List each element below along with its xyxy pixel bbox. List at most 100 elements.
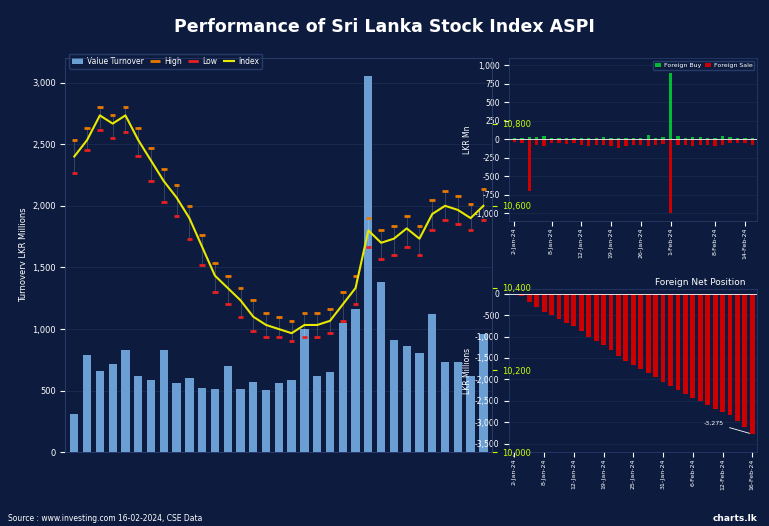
- Y-axis label: LKR Millions: LKR Millions: [463, 348, 472, 394]
- Bar: [609, 138, 613, 139]
- Bar: [535, 139, 538, 145]
- Bar: [520, 138, 524, 139]
- Text: Foreign Net Position: Foreign Net Position: [654, 278, 745, 287]
- Bar: [697, 294, 703, 401]
- Bar: [580, 139, 583, 145]
- Bar: [571, 294, 576, 326]
- Bar: [564, 139, 568, 144]
- Bar: [564, 294, 569, 323]
- Bar: [70, 414, 78, 452]
- Bar: [454, 362, 462, 452]
- Text: Performance of Sri Lanka Stock Index ASPI: Performance of Sri Lanka Stock Index ASP…: [174, 18, 595, 36]
- Bar: [736, 137, 739, 139]
- Bar: [654, 139, 657, 145]
- Bar: [639, 139, 642, 145]
- Bar: [617, 138, 620, 139]
- Bar: [609, 139, 613, 146]
- Bar: [714, 139, 717, 146]
- Bar: [390, 340, 398, 452]
- Bar: [288, 380, 296, 452]
- Bar: [683, 294, 687, 394]
- Bar: [586, 294, 591, 337]
- Bar: [134, 376, 142, 452]
- Bar: [728, 139, 731, 144]
- Bar: [520, 139, 524, 143]
- Bar: [706, 139, 709, 145]
- Bar: [541, 294, 547, 311]
- Bar: [721, 136, 724, 139]
- Bar: [249, 382, 258, 452]
- Bar: [542, 136, 546, 139]
- Bar: [668, 294, 673, 386]
- Bar: [721, 139, 724, 145]
- Bar: [735, 294, 740, 421]
- Bar: [262, 390, 270, 452]
- Bar: [638, 294, 643, 369]
- Bar: [669, 139, 672, 214]
- Bar: [313, 376, 321, 452]
- Bar: [594, 139, 598, 145]
- Bar: [661, 294, 665, 381]
- Bar: [572, 137, 575, 139]
- Bar: [706, 137, 709, 139]
- Bar: [624, 139, 628, 146]
- Bar: [675, 294, 681, 390]
- Bar: [669, 73, 672, 139]
- Bar: [558, 138, 561, 139]
- Bar: [300, 329, 308, 452]
- Bar: [691, 139, 694, 146]
- Bar: [95, 371, 104, 452]
- Bar: [684, 139, 687, 145]
- Bar: [631, 138, 635, 139]
- Bar: [542, 139, 546, 146]
- Bar: [579, 294, 584, 331]
- Bar: [751, 137, 754, 139]
- Bar: [572, 139, 575, 144]
- Bar: [616, 294, 621, 356]
- Bar: [122, 350, 130, 452]
- Bar: [513, 138, 516, 139]
- Y-axis label: Turnoverv LKR Millions: Turnoverv LKR Millions: [18, 208, 28, 302]
- Bar: [676, 139, 680, 145]
- Bar: [653, 294, 658, 377]
- Bar: [528, 137, 531, 139]
- Bar: [720, 294, 725, 412]
- Bar: [646, 294, 651, 373]
- Legend: Foreign Buy, Foreign Sale: Foreign Buy, Foreign Sale: [653, 61, 754, 70]
- Bar: [527, 294, 531, 302]
- Text: Source : www.investing.com 16-02-2024, CSE Data: Source : www.investing.com 16-02-2024, C…: [8, 514, 202, 523]
- Bar: [224, 366, 232, 452]
- Bar: [661, 139, 664, 144]
- Bar: [608, 294, 614, 350]
- Bar: [351, 309, 360, 452]
- Bar: [564, 138, 568, 139]
- Bar: [275, 383, 283, 452]
- Text: -3,275: -3,275: [704, 421, 750, 433]
- Bar: [441, 362, 449, 452]
- Bar: [751, 139, 754, 145]
- Bar: [550, 137, 553, 139]
- Bar: [617, 139, 620, 147]
- Bar: [557, 294, 561, 319]
- Bar: [428, 314, 437, 452]
- Bar: [534, 294, 539, 307]
- Bar: [377, 282, 385, 452]
- Bar: [338, 323, 347, 452]
- Bar: [728, 137, 731, 139]
- Bar: [236, 389, 245, 452]
- Bar: [402, 346, 411, 452]
- Bar: [743, 138, 747, 139]
- Bar: [714, 138, 717, 139]
- Y-axis label: LKR Mn: LKR Mn: [463, 125, 472, 154]
- Bar: [713, 294, 717, 409]
- Bar: [727, 294, 732, 416]
- Bar: [743, 139, 747, 143]
- Bar: [587, 139, 591, 146]
- Bar: [550, 139, 553, 143]
- Bar: [147, 380, 155, 452]
- Bar: [631, 294, 636, 365]
- Bar: [602, 139, 605, 145]
- Bar: [326, 372, 335, 452]
- Bar: [647, 139, 650, 146]
- Bar: [661, 137, 664, 139]
